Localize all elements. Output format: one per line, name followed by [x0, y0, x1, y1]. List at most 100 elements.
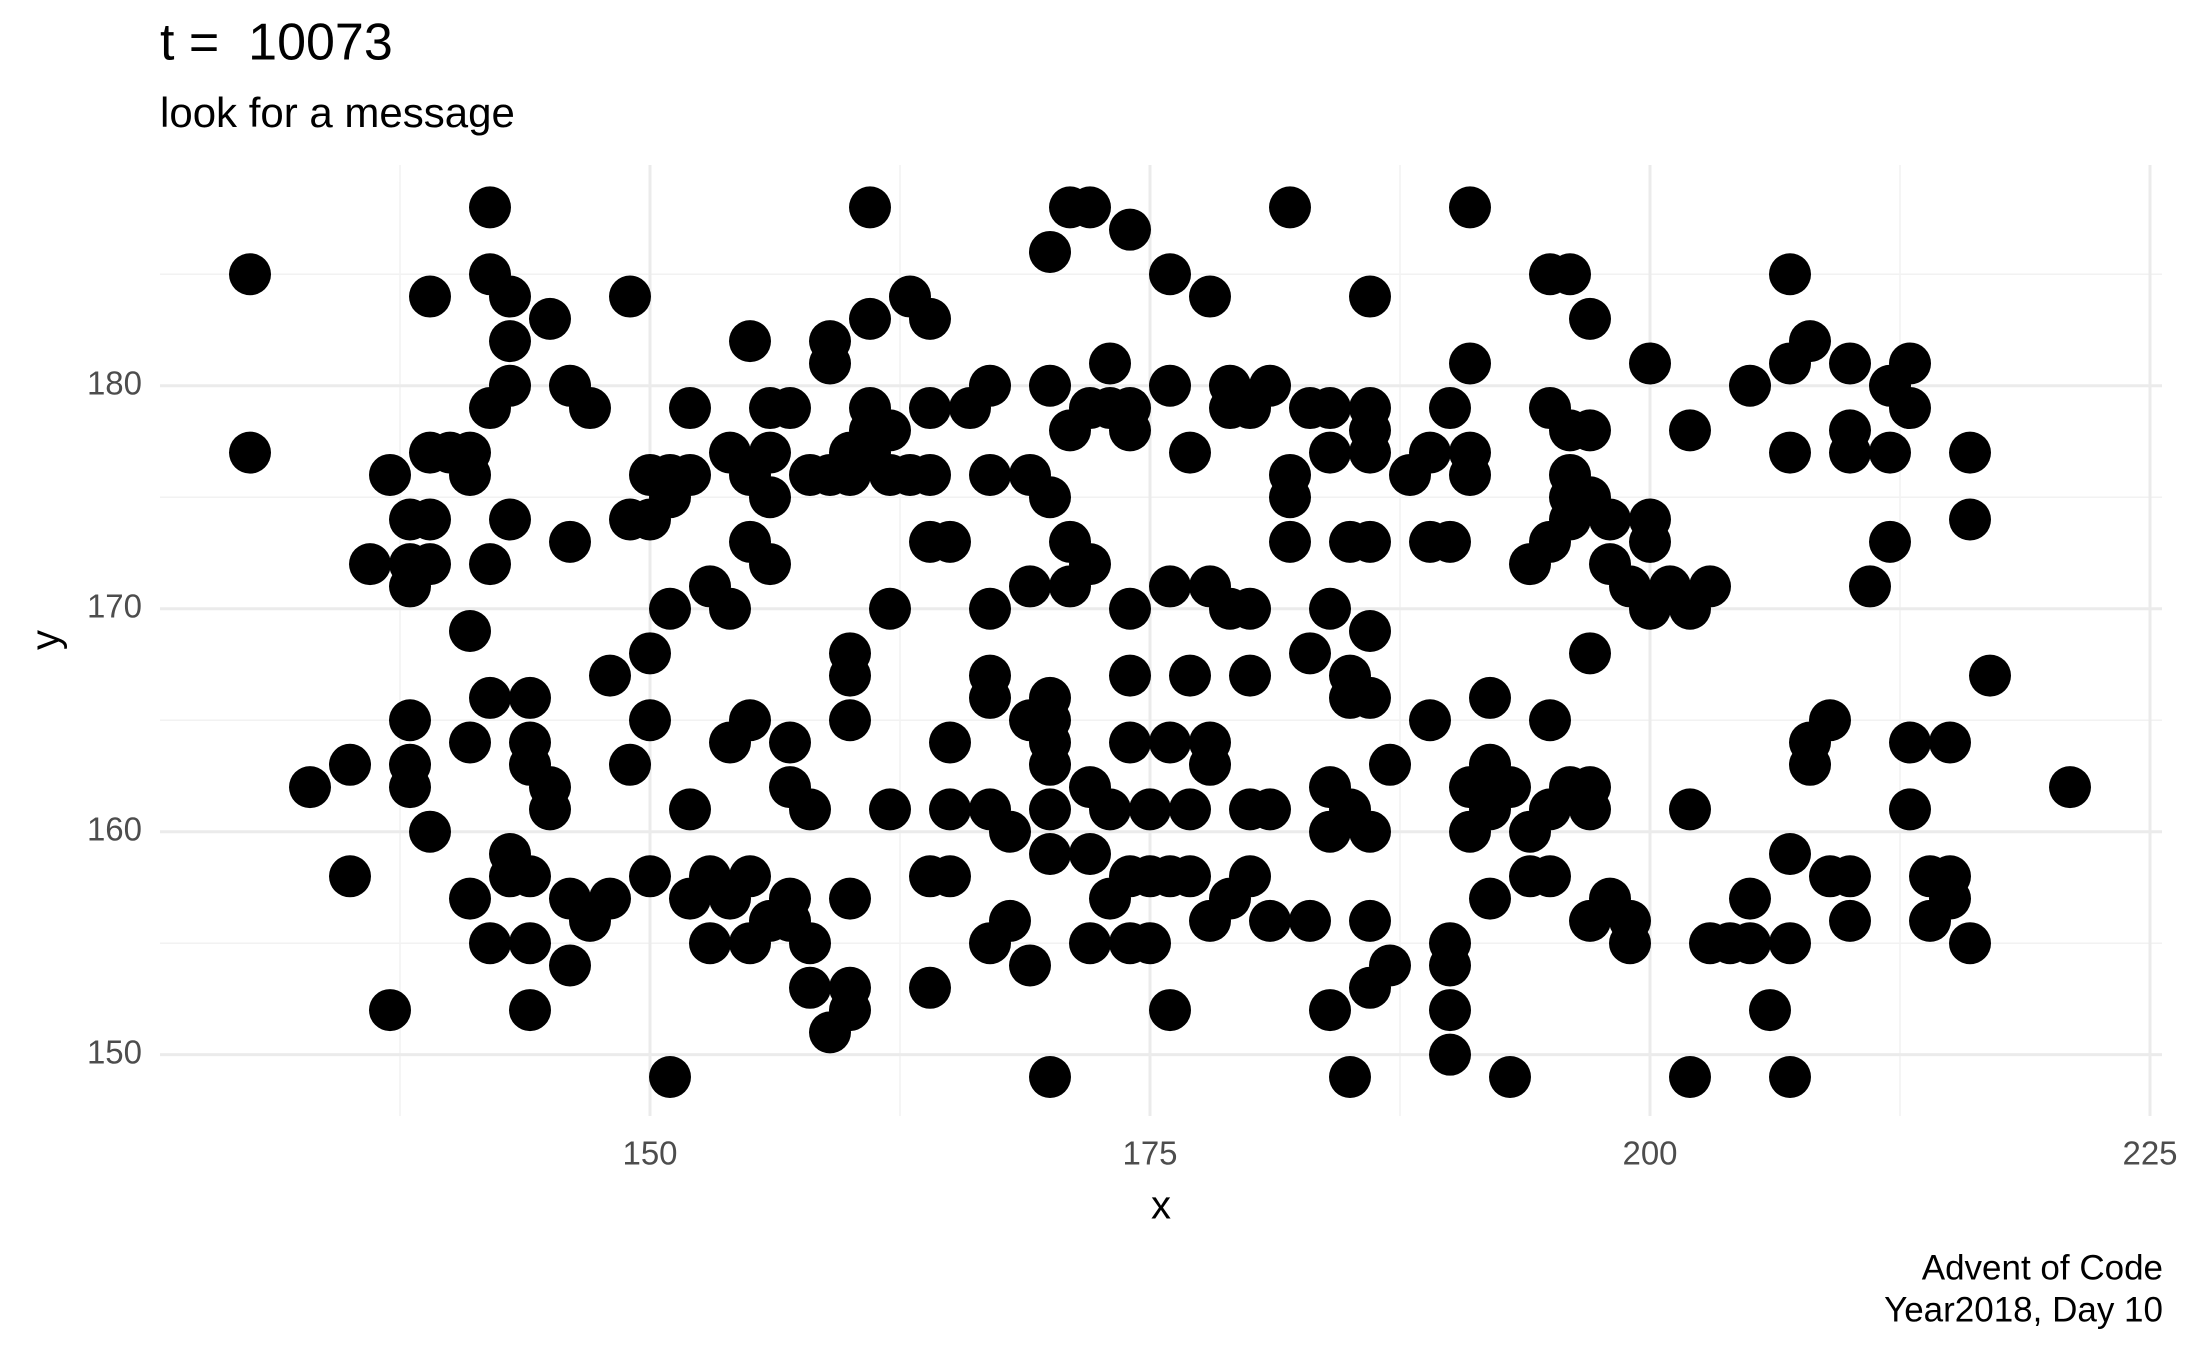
point	[589, 654, 631, 697]
point	[749, 476, 791, 519]
point	[469, 543, 511, 586]
point	[729, 855, 771, 898]
point	[809, 342, 851, 385]
point	[469, 186, 511, 229]
point	[929, 855, 971, 898]
point	[1669, 1055, 1711, 1098]
point	[1029, 1055, 1071, 1098]
point	[489, 364, 531, 407]
point	[629, 632, 671, 675]
point	[289, 766, 331, 809]
point	[1469, 676, 1511, 719]
chart-title: t = 10073	[160, 14, 393, 72]
point	[909, 297, 951, 340]
point	[1149, 989, 1191, 1032]
point	[489, 320, 531, 363]
point	[1369, 944, 1411, 987]
point	[1069, 833, 1111, 876]
point	[1829, 342, 1871, 385]
point	[389, 766, 431, 809]
point	[1009, 944, 1051, 987]
point	[1029, 230, 1071, 273]
point	[729, 320, 771, 363]
point	[1169, 788, 1211, 831]
point	[1029, 364, 1071, 407]
point	[1269, 476, 1311, 519]
point	[829, 654, 871, 697]
point	[1429, 989, 1471, 1032]
point	[1869, 431, 1911, 474]
point	[1429, 520, 1471, 563]
point	[1429, 1033, 1471, 1076]
point	[1109, 654, 1151, 697]
point	[1029, 743, 1071, 786]
point	[849, 297, 891, 340]
point	[389, 699, 431, 742]
point	[1229, 654, 1271, 697]
point	[1109, 587, 1151, 630]
caption: Advent of Code	[1922, 1248, 2163, 1287]
point	[1229, 587, 1271, 630]
point	[1949, 922, 1991, 965]
point	[1669, 788, 1711, 831]
point	[1529, 699, 1571, 742]
point	[449, 610, 491, 653]
point	[729, 699, 771, 742]
point	[449, 721, 491, 764]
point	[869, 587, 911, 630]
point	[669, 387, 711, 430]
point	[1769, 833, 1811, 876]
point	[1109, 721, 1151, 764]
point	[1069, 922, 1111, 965]
point	[1749, 989, 1791, 1032]
point	[1309, 431, 1351, 474]
point	[1609, 922, 1651, 965]
chart-subtitle: look for a message	[160, 89, 515, 136]
point	[489, 498, 531, 541]
point	[929, 788, 971, 831]
point	[1189, 275, 1231, 318]
point	[1309, 587, 1351, 630]
point	[929, 520, 971, 563]
point	[1769, 1055, 1811, 1098]
point	[449, 453, 491, 496]
point	[1169, 855, 1211, 898]
point	[869, 409, 911, 452]
point	[1889, 721, 1931, 764]
point	[1349, 431, 1391, 474]
point	[1629, 520, 1671, 563]
grid	[160, 165, 2162, 1116]
point	[1889, 387, 1931, 430]
point	[849, 186, 891, 229]
point	[1149, 364, 1191, 407]
point	[1469, 877, 1511, 920]
y-tick-label: 180	[87, 364, 142, 401]
point	[1289, 632, 1331, 675]
point	[1869, 520, 1911, 563]
point	[689, 922, 731, 965]
point	[1029, 788, 1071, 831]
point	[1029, 699, 1071, 742]
point	[1369, 743, 1411, 786]
point	[1849, 565, 1891, 608]
point	[1769, 253, 1811, 296]
point	[1949, 431, 1991, 474]
point	[969, 453, 1011, 496]
point	[449, 877, 491, 920]
point	[1569, 632, 1611, 675]
point	[1629, 342, 1671, 385]
point	[909, 387, 951, 430]
point	[1429, 387, 1471, 430]
point	[529, 788, 571, 831]
point	[1669, 409, 1711, 452]
point	[709, 587, 751, 630]
point	[489, 275, 531, 318]
point	[1089, 788, 1131, 831]
point	[1729, 364, 1771, 407]
point	[329, 743, 371, 786]
x-tick-label: 225	[2122, 1135, 2177, 1172]
point	[1149, 253, 1191, 296]
point	[929, 721, 971, 764]
point	[1449, 186, 1491, 229]
